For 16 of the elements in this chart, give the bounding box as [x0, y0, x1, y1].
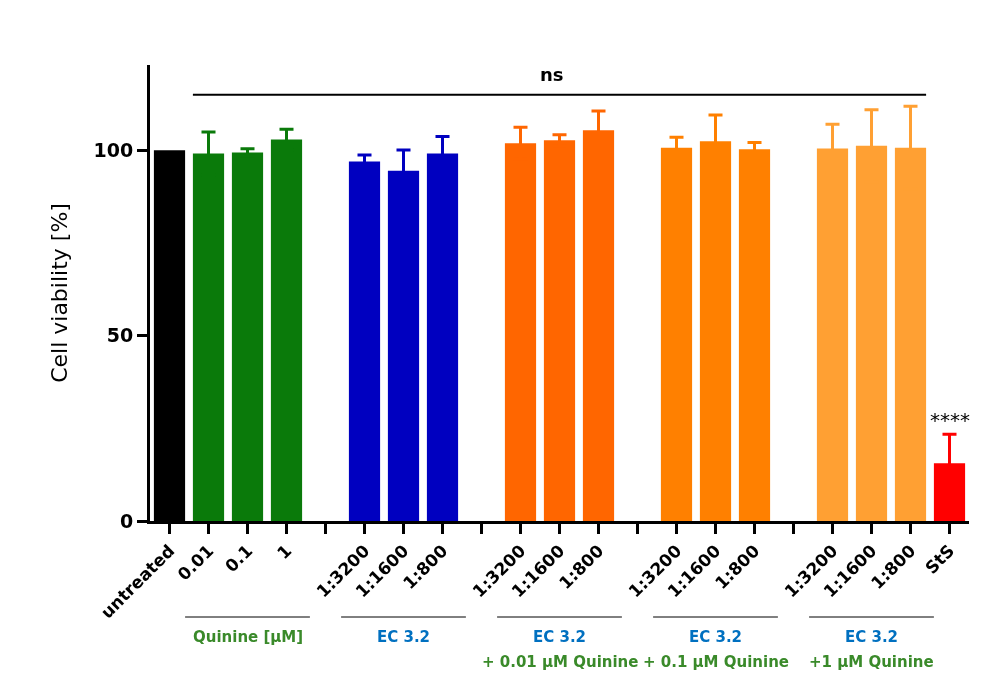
text: EC 3.2 — [533, 628, 587, 646]
y-tick-label: 100 — [93, 138, 134, 161]
y-axis-title: Cell viability [%] — [47, 203, 73, 383]
y-tick-label: 0 — [119, 509, 134, 532]
text: +1 µM Quinine — [809, 653, 934, 671]
text: EC 3.2 — [845, 628, 899, 646]
text: + 0.01 µM Quinine — [482, 653, 639, 671]
text: EC 3.2 — [689, 628, 743, 646]
text: + 0.1 µM Quinine — [643, 653, 790, 671]
text: Quinine [µM] — [193, 628, 304, 646]
x-tick-label: 0.1 — [220, 540, 257, 577]
x-tick-label: 1 — [272, 540, 296, 564]
ref-line-label: ns — [540, 64, 564, 85]
y-tick-label: 50 — [106, 324, 134, 347]
text: EC 3.2 — [377, 628, 431, 646]
annotation: **** — [930, 408, 970, 432]
